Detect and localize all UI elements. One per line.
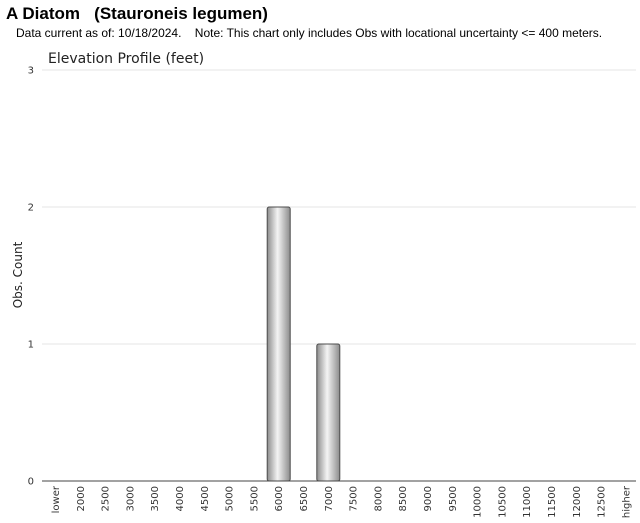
bar-6000	[266, 206, 291, 482]
y-axis-label: Obs. Count	[11, 241, 25, 308]
x-tick-label: 3000	[125, 486, 136, 511]
x-tick-label: lower	[51, 485, 62, 513]
x-tick-label: 11500	[547, 486, 558, 518]
chart-title: Elevation Profile (feet)	[48, 51, 204, 67]
x-tick-label: 10000	[473, 486, 484, 518]
x-tick-label: 6500	[299, 486, 310, 511]
x-tick-label: 4000	[175, 486, 186, 511]
x-tick-label: 10500	[497, 486, 508, 518]
x-tick-label: 9500	[448, 486, 459, 511]
y-tick-label: 1	[28, 340, 34, 351]
x-tick-label: 2500	[101, 486, 112, 511]
x-tick-label: 12000	[572, 486, 583, 518]
bar-7000	[316, 343, 341, 482]
x-tick-label: 6000	[274, 486, 285, 511]
x-tick-label: 11000	[522, 486, 533, 518]
x-tick-label: 8500	[398, 486, 409, 511]
x-tick-label: 9000	[423, 486, 434, 511]
x-tick-label: higher	[621, 485, 632, 518]
y-tick-label: 2	[28, 203, 34, 214]
x-tick-label: 4500	[200, 486, 211, 511]
y-tick-label: 0	[28, 477, 34, 488]
x-tick-label: 7000	[324, 486, 335, 511]
x-tick-label: 2000	[76, 486, 87, 511]
x-tick-label: 12500	[597, 486, 608, 518]
x-tick-label: 7500	[349, 486, 360, 511]
page-title: A Diatom (Stauroneis legumen)	[6, 4, 268, 23]
data-note: Data current as of: 10/18/2024. Note: Th…	[16, 26, 603, 40]
y-tick-label: 3	[28, 66, 34, 77]
x-tick-label: 5000	[225, 486, 236, 511]
x-tick-label: 3500	[150, 486, 161, 511]
x-tick-label: 8000	[373, 486, 384, 511]
x-tick-label: 5500	[249, 486, 260, 511]
